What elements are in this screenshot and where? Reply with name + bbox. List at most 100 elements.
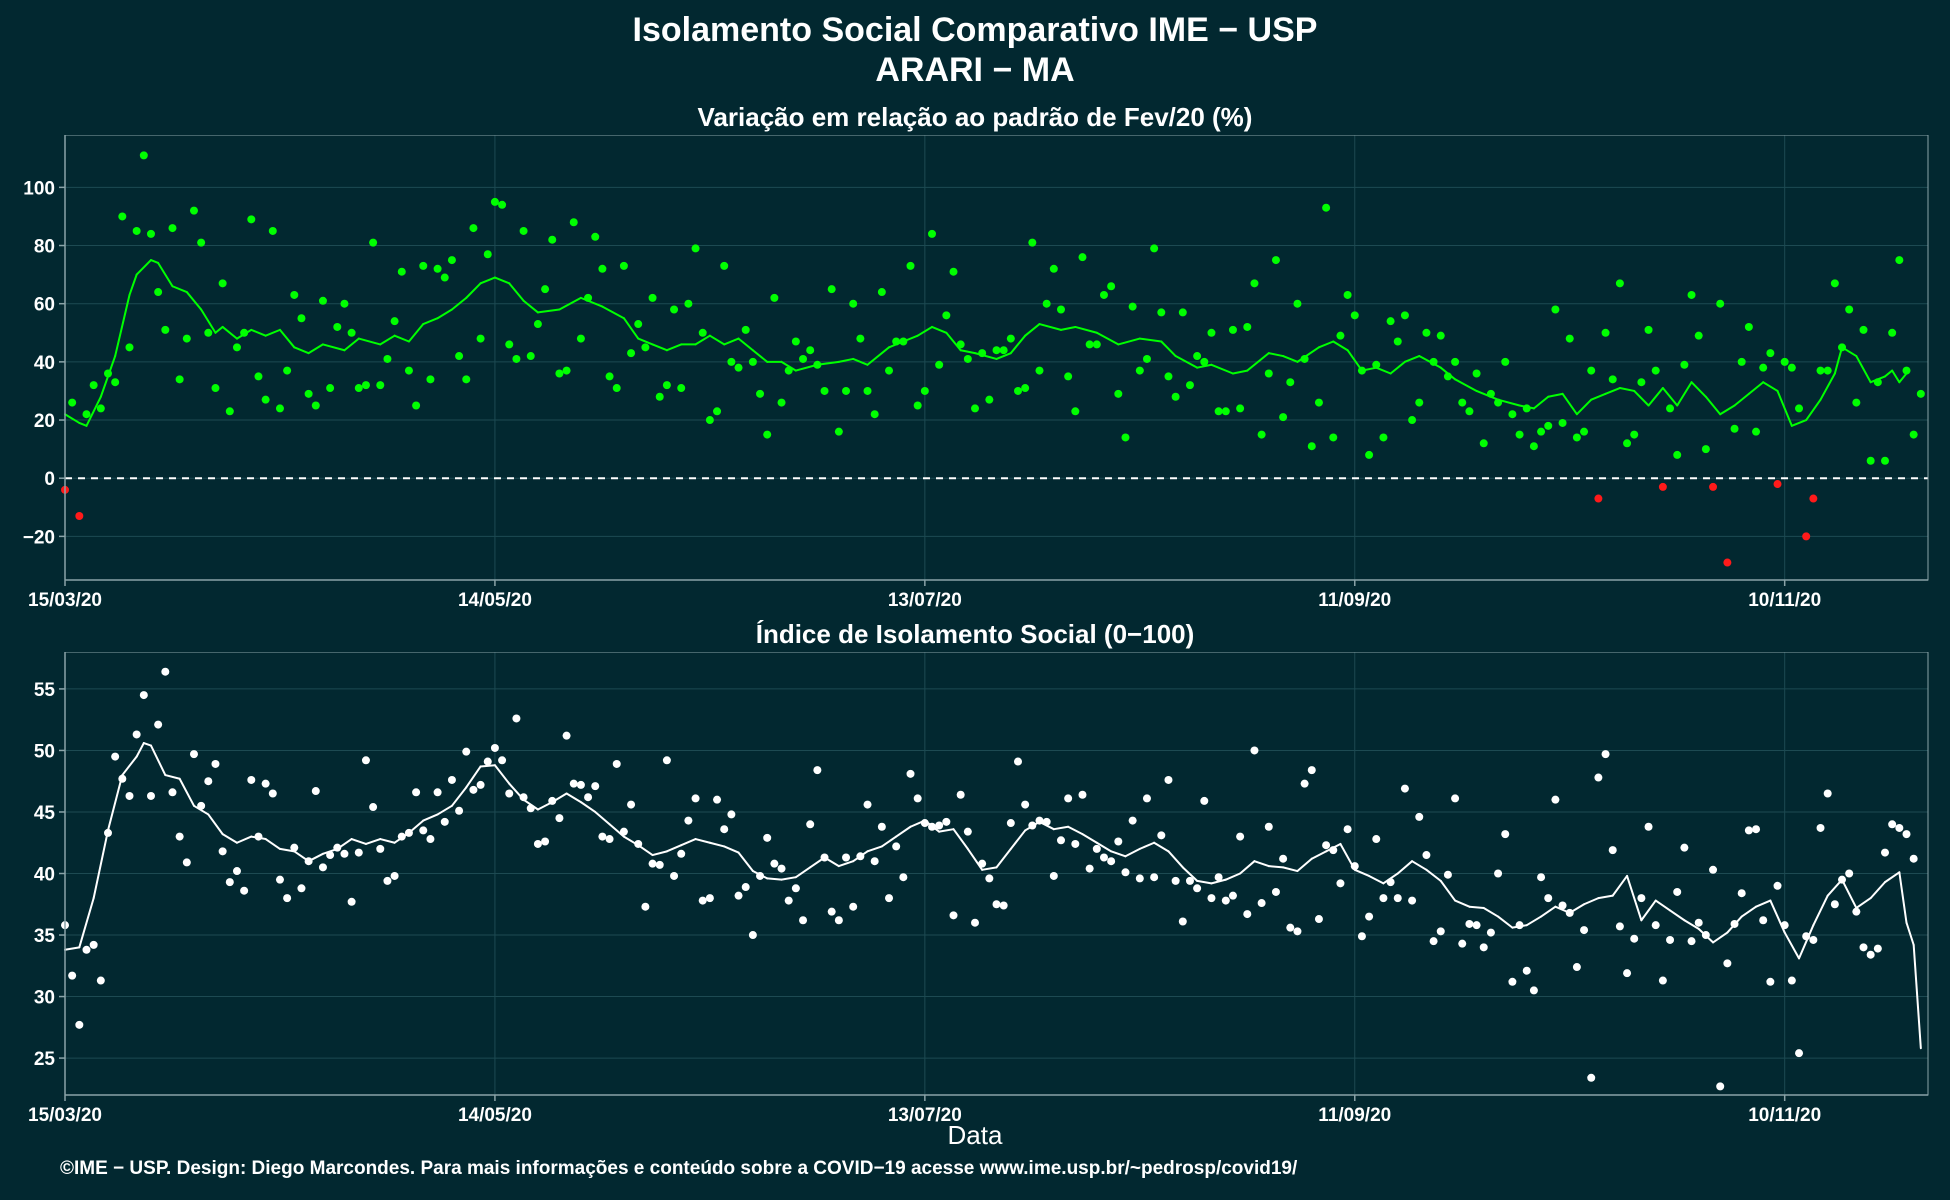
data-point (240, 886, 249, 895)
trend-line-segment (379, 838, 396, 844)
data-point (741, 883, 750, 892)
data-point (677, 849, 686, 858)
trend-line-segment (1081, 833, 1098, 844)
data-point (1601, 750, 1610, 759)
trend-line-segment (149, 259, 160, 264)
trend-line-segment (1755, 899, 1772, 908)
data-point (526, 352, 535, 361)
data-point (799, 916, 808, 925)
data-point (354, 384, 363, 393)
data-point (1436, 331, 1445, 340)
trend-line-segment (1540, 905, 1557, 918)
data-point (1909, 854, 1918, 863)
x-tick-label: 11/09/20 (1318, 590, 1391, 611)
data-point (1013, 757, 1022, 766)
data-point (1365, 912, 1374, 921)
x-tick-label: 14/05/20 (458, 1105, 532, 1122)
data-point (1350, 311, 1359, 320)
data-point (82, 945, 91, 954)
trend-line-segment (350, 838, 367, 845)
trend-line-segment (737, 337, 754, 352)
data-point (885, 366, 894, 375)
trend-line-segment (264, 838, 281, 850)
data-point (1142, 794, 1151, 803)
data-point (1551, 795, 1560, 804)
data-point (318, 863, 327, 872)
trend-line-segment (264, 328, 281, 337)
data-point (1501, 830, 1510, 839)
trend-line-segment (794, 866, 812, 879)
data-point (1522, 966, 1531, 975)
data-point (1300, 354, 1309, 363)
data-point (1142, 354, 1151, 363)
data-point (713, 795, 722, 804)
data-point (1816, 366, 1825, 375)
data-point (1071, 407, 1080, 416)
trend-line-segment (837, 860, 855, 868)
data-point (1350, 862, 1359, 871)
data-point (806, 346, 815, 355)
data-point (268, 789, 277, 798)
trend-line-segment (1375, 366, 1392, 375)
data-point (1752, 825, 1761, 834)
data-point (655, 860, 664, 869)
data-point (627, 349, 636, 358)
trend-line-segment (1676, 381, 1693, 407)
data-point (232, 867, 241, 876)
data-point (1099, 290, 1108, 299)
trend-line-segment (1633, 389, 1650, 407)
data-point (1701, 931, 1710, 940)
data-point (376, 844, 385, 853)
trend-line-segment (393, 334, 410, 343)
data-point (799, 354, 808, 363)
data-point (1759, 363, 1768, 372)
data-point (247, 215, 256, 224)
data-point (1666, 935, 1675, 944)
index-chart: 55 50 45 40 35 30 25 15/03/20 14/05/20 13/07/20 11… (28, 652, 1929, 1122)
data-point (1780, 357, 1789, 366)
x-axis-label: Data (947, 1120, 1003, 1150)
data-point (598, 264, 607, 273)
trend-line-segment (1561, 392, 1578, 416)
data-point (971, 404, 980, 413)
data-point (834, 427, 843, 436)
trend-line-segment (142, 742, 152, 747)
data-point (1787, 363, 1796, 372)
data-point (412, 788, 421, 797)
data-point (447, 775, 456, 784)
data-point (1580, 427, 1589, 436)
data-point (619, 261, 628, 270)
data-point (1121, 868, 1130, 877)
data-point (1228, 325, 1237, 334)
trend-line-segment (250, 328, 267, 337)
data-point (1164, 372, 1173, 381)
data-point (1759, 916, 1768, 925)
trend-line-segment (493, 764, 511, 785)
data-point (1006, 334, 1015, 343)
data-point (1336, 331, 1345, 340)
x-tick-label: 10/11/20 (1748, 1105, 1821, 1122)
trend-line-segment (479, 276, 496, 285)
trend-line-segment (64, 946, 81, 951)
data-point (928, 229, 937, 238)
data-point (182, 334, 191, 343)
data-point (1200, 796, 1209, 805)
data-point (569, 779, 578, 788)
trend-line-segment (1783, 931, 1801, 960)
title-block: Isolamento Social Comparativo IME − USP … (0, 10, 1950, 90)
trend-line-segment (651, 343, 668, 352)
data-point (720, 825, 729, 834)
trend-line-segment (192, 804, 210, 816)
trend-line-segment (1167, 850, 1184, 869)
data-point (397, 832, 406, 841)
data-point (1537, 427, 1546, 436)
data-point (175, 832, 184, 841)
data-point (519, 226, 528, 235)
data-point (1286, 923, 1295, 932)
data-point (591, 232, 600, 241)
data-point (168, 788, 177, 797)
data-point (813, 360, 822, 369)
data-point (197, 238, 206, 247)
data-point (376, 381, 385, 390)
data-point (1472, 921, 1481, 930)
